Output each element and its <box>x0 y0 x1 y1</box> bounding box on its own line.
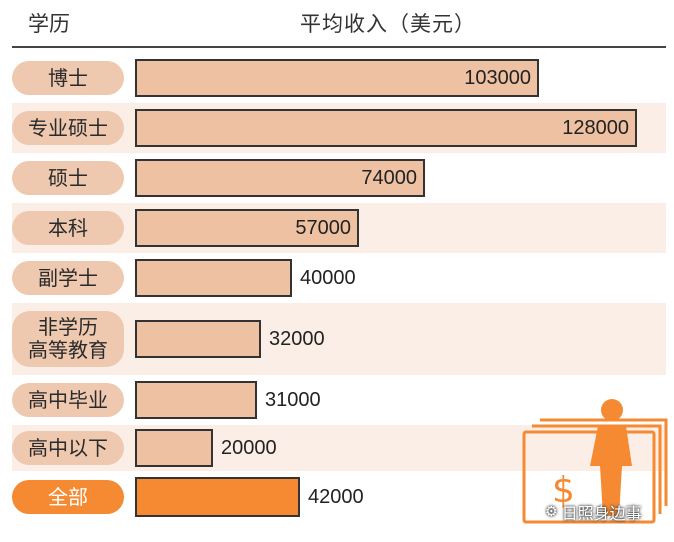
category-label: 副学士 <box>12 261 124 295</box>
value-label: 57000 <box>295 217 351 239</box>
bar <box>135 109 637 147</box>
value-label: 103000 <box>464 67 531 89</box>
bar <box>135 159 425 197</box>
watermark-text: 日照身边事 <box>561 504 642 523</box>
category-label: 全部 <box>12 480 124 514</box>
watermark: ⚙ 日照身边事 <box>545 500 642 524</box>
value-label: 128000 <box>562 117 629 139</box>
category-label: 硕士 <box>12 161 124 195</box>
category-label: 非学历 高等教育 <box>12 311 124 367</box>
bar <box>135 59 539 97</box>
value-label: 31000 <box>265 389 321 411</box>
bar <box>135 209 359 247</box>
svg-text:$: $ <box>552 470 575 511</box>
bar <box>135 381 257 419</box>
category-label: 博士 <box>12 61 124 95</box>
header-divider <box>12 46 666 48</box>
value-label: 32000 <box>269 328 325 350</box>
bar <box>135 429 213 467</box>
category-label: 本科 <box>12 211 124 245</box>
value-label: 20000 <box>221 437 277 459</box>
money-person-icon: $ <box>522 399 668 524</box>
chart-header: 学历 平均收入（美元） <box>0 0 674 48</box>
category-label: 专业硕士 <box>12 111 124 145</box>
category-label: 高中以下 <box>12 431 124 465</box>
wechat-icon: ⚙ <box>545 504 558 520</box>
bar <box>135 259 292 297</box>
value-label: 74000 <box>361 167 417 189</box>
bar <box>135 320 261 358</box>
bar <box>135 477 300 517</box>
education-header: 学历 <box>28 12 70 36</box>
category-label: 高中毕业 <box>12 383 124 417</box>
income-header: 平均收入（美元） <box>300 12 476 36</box>
value-label: 40000 <box>300 267 356 289</box>
value-label: 42000 <box>308 486 364 508</box>
